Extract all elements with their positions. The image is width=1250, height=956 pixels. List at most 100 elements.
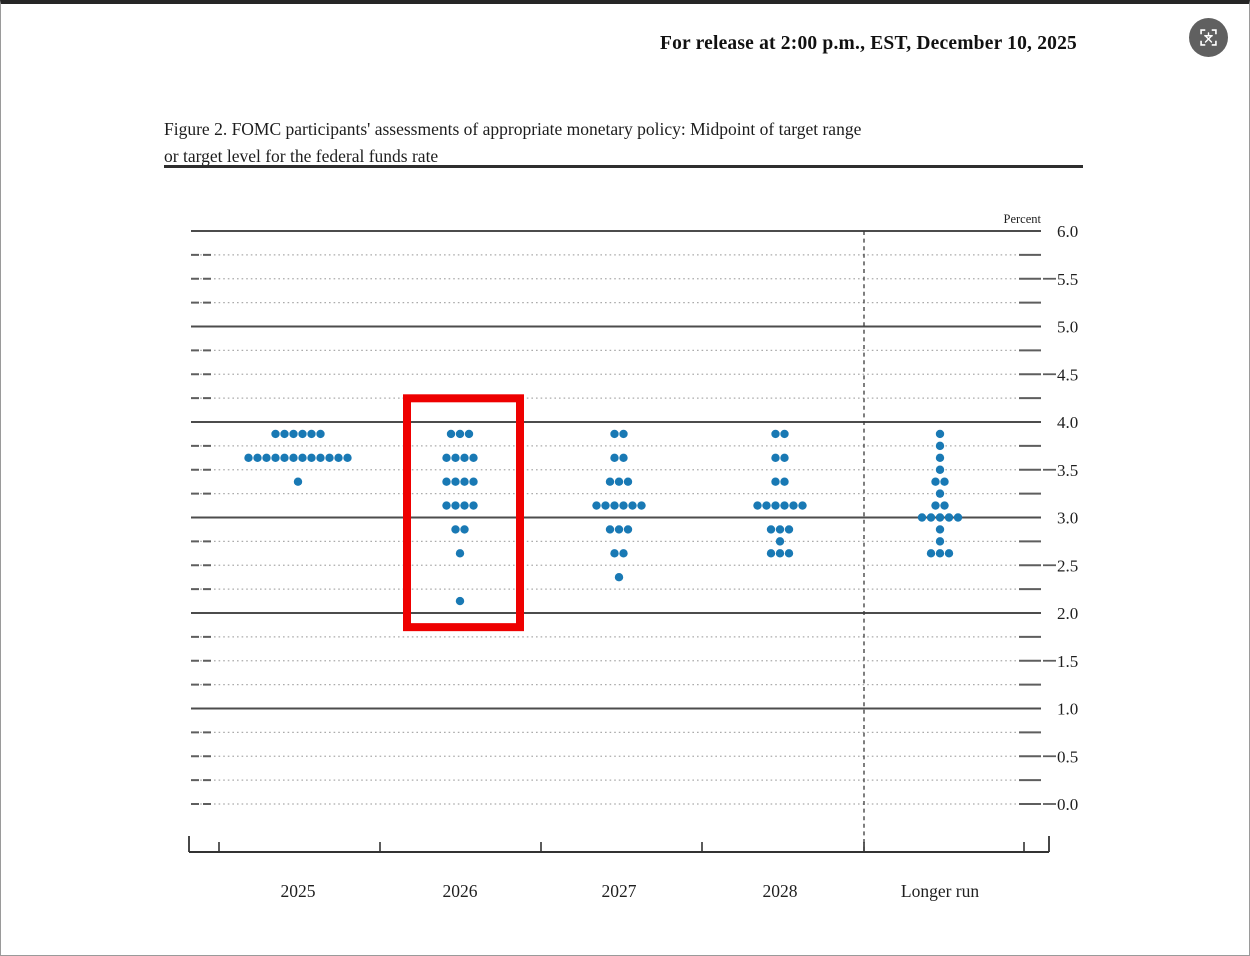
projection-dot (451, 525, 460, 534)
y-axis-label: 4.5 (1057, 365, 1078, 384)
projection-dot (771, 477, 780, 486)
dot-plot-chart: 6.0 5.5 5.0 4.5 4.0 3.5 3.0 2.5 2.0 1.5 1.0 0.5 0.0 P… (188, 212, 1078, 901)
projection-dot (623, 525, 633, 534)
projection-dot (316, 429, 325, 439)
projection-dot (935, 441, 945, 451)
projection-dot (775, 537, 785, 546)
projection-dot (940, 477, 949, 486)
projection-dot (469, 477, 478, 486)
projection-dot (935, 489, 945, 498)
y-axis-label: 4.0 (1057, 413, 1078, 432)
projection-dot (917, 513, 927, 522)
projection-dot (784, 525, 794, 534)
projection-dot (619, 549, 628, 558)
projection-dot (940, 501, 949, 510)
x-category-label: 2027 (602, 881, 637, 901)
projection-dot (780, 429, 789, 439)
projection-dot (298, 453, 307, 463)
projection-dot (455, 596, 465, 606)
projection-dot (289, 453, 298, 463)
projection-dot (798, 501, 807, 510)
projection-dot (253, 453, 262, 463)
y-axis-unit-label: Percent (1004, 212, 1042, 226)
projection-dot (935, 513, 945, 522)
figure-title-line1: Figure 2. FOMC participants' assessments… (164, 119, 862, 139)
release-line: For release at 2:00 p.m., EST, December … (659, 33, 1077, 54)
projection-dot (619, 501, 628, 510)
title-rule (164, 165, 1083, 168)
highlight-rectangle (403, 394, 524, 632)
projection-dot (780, 453, 789, 463)
projection-dot (771, 501, 780, 510)
projection-dot (637, 501, 646, 510)
projection-dot (771, 453, 780, 463)
projection-dot (442, 453, 451, 463)
projection-dot (451, 501, 460, 510)
projection-dot (789, 501, 798, 510)
projection-dot (931, 477, 940, 486)
x-category-label: 2026 (443, 881, 478, 901)
translate-icon-glyph (1200, 29, 1217, 46)
figure-title: Figure 2. FOMC participants' assessments… (164, 116, 861, 170)
translate-icon[interactable] (1189, 18, 1228, 57)
projection-dot (935, 537, 945, 546)
projection-dot (446, 429, 456, 439)
projection-dot (610, 429, 619, 439)
projection-dot (605, 477, 615, 486)
projection-dot (455, 429, 465, 439)
y-axis-label: 1.5 (1057, 652, 1078, 671)
x-category-label: 2028 (763, 881, 798, 901)
projection-dot (289, 429, 298, 439)
projection-dot (780, 477, 789, 486)
projection-dot (926, 549, 936, 558)
projection-dot (771, 429, 780, 439)
y-axis-label: 3.5 (1057, 461, 1078, 480)
projection-dot (460, 525, 469, 534)
projection-dot (451, 477, 460, 486)
projection-dot (784, 549, 794, 558)
projection-dot (280, 429, 289, 439)
projection-dot (271, 453, 280, 463)
projection-dot (614, 525, 624, 534)
projection-dot (610, 501, 619, 510)
projection-dot (944, 549, 954, 558)
projection-dot (619, 453, 628, 463)
projection-dot (592, 501, 601, 510)
projection-dot (442, 477, 451, 486)
projection-dot (780, 501, 789, 510)
projection-dot (460, 453, 469, 463)
projection-dot (271, 429, 280, 439)
y-axis-label: 2.5 (1057, 556, 1078, 575)
x-category-label: Longer run (901, 881, 979, 901)
projection-dot (601, 501, 610, 510)
projection-dot (775, 525, 785, 534)
projection-dot (614, 477, 624, 486)
projection-dot (451, 453, 460, 463)
y-axis-label: 5.5 (1057, 270, 1078, 289)
projection-dot (334, 453, 343, 463)
y-axis-label: 2.0 (1057, 604, 1078, 623)
x-category-label: 2025 (281, 881, 316, 901)
projection-dot (953, 513, 963, 522)
projection-dot (325, 453, 334, 463)
projection-dot (628, 501, 637, 510)
projection-dot (343, 453, 352, 463)
projection-dot (293, 477, 303, 486)
projection-dot (262, 453, 271, 463)
projection-dot (442, 501, 451, 510)
projection-dot (614, 572, 624, 582)
projection-dot (935, 465, 945, 474)
projection-dot (316, 453, 325, 463)
projection-dot (610, 453, 619, 463)
projection-dot (455, 549, 465, 558)
projection-dot (280, 453, 289, 463)
projection-dot (469, 453, 478, 463)
projection-dot (931, 501, 940, 510)
projection-dot (307, 453, 316, 463)
projection-dot (753, 501, 762, 510)
projection-dot (623, 477, 633, 486)
projection-dot (469, 501, 478, 510)
projection-dot (307, 429, 316, 439)
y-axis-label: 5.0 (1057, 318, 1078, 337)
